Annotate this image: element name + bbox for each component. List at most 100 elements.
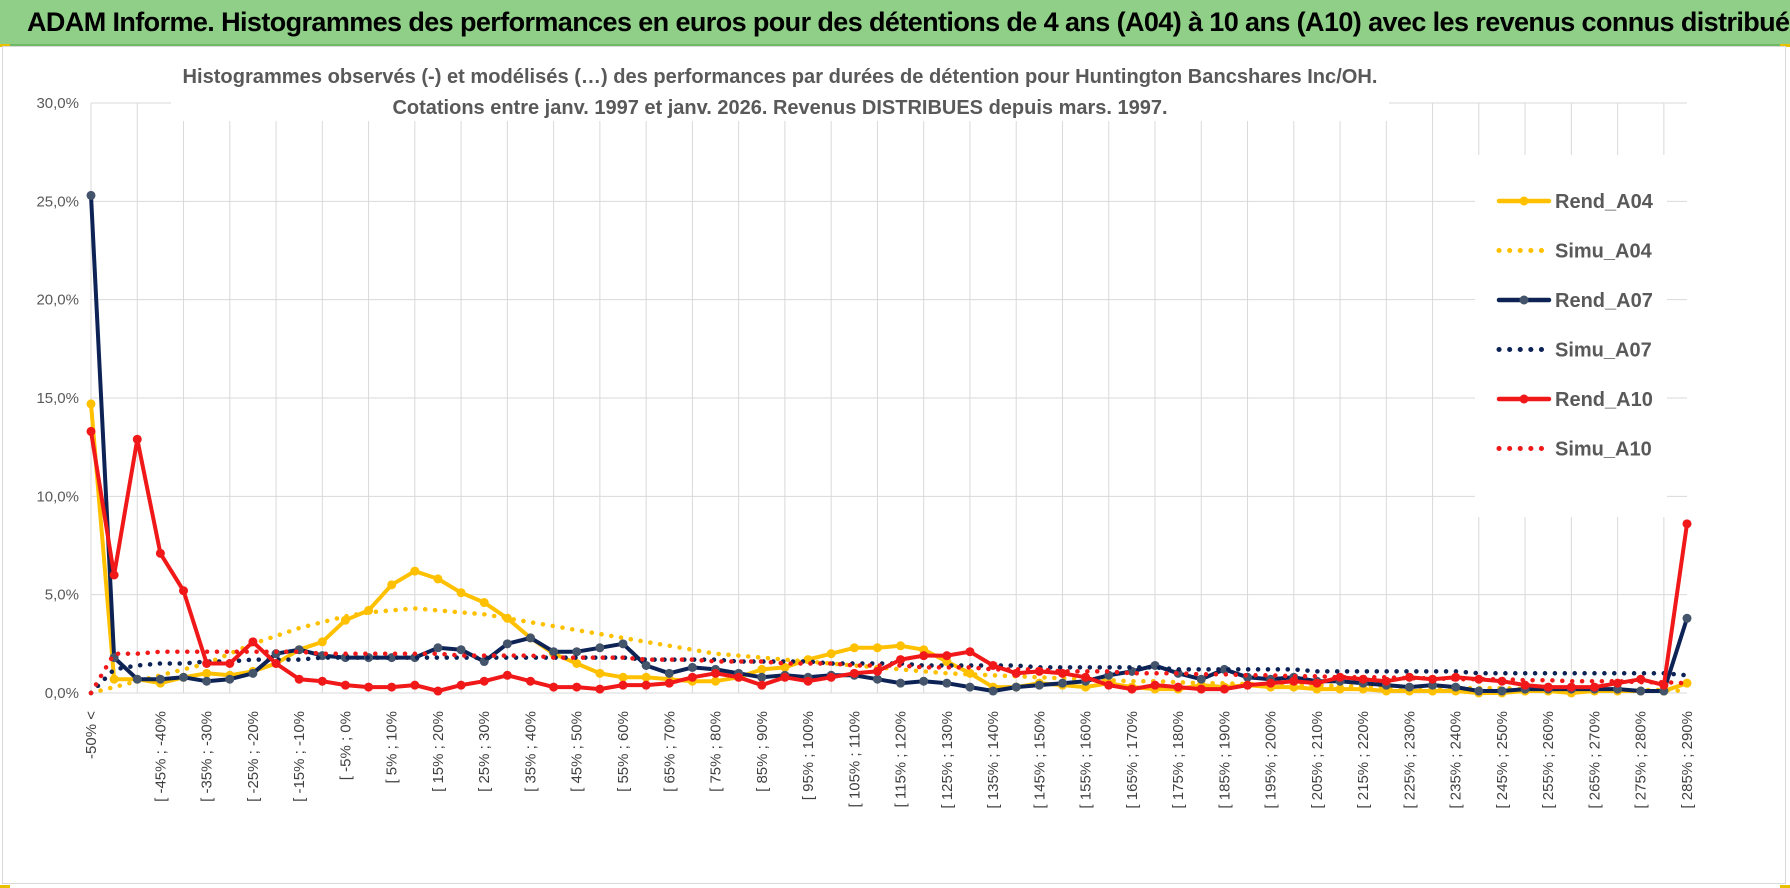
data-point-rend_a10 <box>202 659 212 668</box>
data-point-rend_a10 <box>271 659 281 668</box>
data-point-rend_a07 <box>988 686 998 696</box>
data-point-rend_a07 <box>456 645 466 655</box>
x-tick-label: [ 255% ; 260% <box>1540 711 1557 809</box>
data-point-rend_a04 <box>965 668 975 678</box>
legend-label-rend_a10: Rend_A10 <box>1555 389 1653 411</box>
legend-marker-rend_a04 <box>1519 196 1529 206</box>
data-point-rend_a10 <box>1474 674 1484 684</box>
y-tick-label: 30,0% <box>36 95 79 112</box>
x-tick-label: [ 275% ; 280% <box>1633 711 1650 809</box>
data-point-rend_a10 <box>687 672 697 682</box>
data-point-rend_a10 <box>1243 680 1253 690</box>
data-point-rend_a10 <box>364 682 374 692</box>
data-point-rend_a07 <box>1404 682 1414 692</box>
data-point-rend_a04 <box>456 588 466 598</box>
x-tick-label: [ 145% ; 150% <box>1031 711 1048 809</box>
legend-background <box>1475 155 1667 517</box>
data-point-rend_a07 <box>1034 680 1044 690</box>
data-point-rend_a07 <box>942 678 952 688</box>
series-line-simu_a10 <box>88 649 1690 696</box>
data-point-rend_a10 <box>502 670 512 680</box>
data-point-rend_a07 <box>872 674 882 684</box>
y-tick-label: 20,0% <box>36 292 79 309</box>
x-tick-label: [ 125% ; 130% <box>939 711 956 809</box>
x-tick-label: [ 165% ; 170% <box>1124 711 1141 809</box>
data-point-rend_a10 <box>1312 678 1322 688</box>
x-tick-label: -50% < <box>83 711 100 759</box>
data-point-rend_a10 <box>1682 519 1692 529</box>
x-tick-label: [ -5% ; 0% <box>337 711 354 780</box>
data-point-rend_a10 <box>1081 672 1091 682</box>
data-point-rend_a07 <box>1636 686 1646 696</box>
chart-area: 0,0% 5,0% 10,0% 15,0% 20,0% 25,0% 30,0% -50% < [… <box>2 46 1786 884</box>
x-tick-label: [ 155% ; 160% <box>1078 711 1095 809</box>
data-point-rend_a10 <box>664 678 674 688</box>
data-point-rend_a07 <box>595 643 605 653</box>
chart-title-background <box>171 57 1389 121</box>
data-point-rend_a04 <box>826 649 836 659</box>
header-banner: ADAM Informe. Histogrammes des performan… <box>0 0 1790 46</box>
series-line-rend_a10 <box>89 429 1689 693</box>
x-tick-label: [ 85% ; 90% <box>754 711 771 792</box>
data-point-rend_a07 <box>86 190 96 200</box>
data-point-rend_a10 <box>294 674 304 684</box>
x-tick-label: [ 285% ; 290% <box>1679 711 1696 809</box>
data-point-rend_a10 <box>988 660 998 670</box>
data-point-rend_a04 <box>86 399 96 409</box>
data-point-rend_a10 <box>1104 680 1114 690</box>
data-point-rend_a10 <box>780 672 790 682</box>
corner-mark <box>0 885 10 888</box>
x-tick-label: [ 5% ; 10% <box>384 711 401 784</box>
data-point-rend_a10 <box>86 426 96 436</box>
line-chart: 0,0% 5,0% 10,0% 15,0% 20,0% 25,0% 30,0% -50% < [… <box>36 57 1696 809</box>
corner-mark <box>1780 44 1790 47</box>
data-point-rend_a10 <box>1127 684 1137 694</box>
data-point-rend_a10 <box>1335 672 1345 682</box>
series-line-simu_a07 <box>88 655 1690 696</box>
data-point-rend_a10 <box>1404 672 1414 682</box>
data-point-rend_a10 <box>549 682 559 692</box>
y-tick-label: 5,0% <box>45 587 79 604</box>
legend-label-rend_a07: Rend_A07 <box>1555 290 1653 312</box>
data-point-rend_a10 <box>340 680 350 690</box>
data-point-rend_a07 <box>1057 678 1067 688</box>
data-point-rend_a07 <box>1219 664 1229 674</box>
data-point-rend_a07 <box>248 668 258 678</box>
y-tick-label: 15,0% <box>36 390 79 407</box>
data-point-rend_a07 <box>965 682 975 692</box>
data-point-rend_a07 <box>340 653 350 663</box>
corner-mark <box>1780 885 1790 888</box>
data-point-rend_a10 <box>1057 668 1067 678</box>
data-point-rend_a10 <box>826 672 836 682</box>
x-tick-label: [ 75% ; 80% <box>708 711 725 792</box>
data-point-rend_a10 <box>317 676 327 686</box>
legend-label-simu_a07: Simu_A07 <box>1555 340 1652 362</box>
data-point-rend_a10 <box>387 682 397 692</box>
data-point-rend_a04 <box>109 674 119 684</box>
legend-marker-rend_a07 <box>1519 295 1529 305</box>
data-point-rend_a10 <box>965 647 975 657</box>
x-tick-label: [ 45% ; 50% <box>569 711 586 792</box>
data-point-rend_a07 <box>433 643 443 653</box>
x-tick-label: [ -25% ; -20% <box>245 711 262 802</box>
x-tick-label: [ 225% ; 230% <box>1401 711 1418 809</box>
data-point-rend_a07 <box>1011 682 1021 692</box>
data-point-rend_a04 <box>433 574 443 584</box>
data-point-rend_a10 <box>1543 682 1553 692</box>
data-point-rend_a10 <box>1589 682 1599 692</box>
data-point-rend_a10 <box>479 676 489 686</box>
data-point-rend_a04 <box>202 668 212 678</box>
data-point-rend_a10 <box>248 637 258 647</box>
data-point-rend_a04 <box>410 566 420 576</box>
data-point-rend_a04 <box>757 664 767 674</box>
data-point-rend_a10 <box>1520 680 1530 690</box>
data-point-rend_a10 <box>872 666 882 676</box>
data-point-rend_a10 <box>179 586 189 596</box>
x-tick-label: [ 175% ; 180% <box>1170 711 1187 809</box>
x-tick-label: [ 95% ; 100% <box>800 711 817 800</box>
data-point-rend_a10 <box>1289 676 1299 686</box>
data-point-rend_a10 <box>803 676 813 686</box>
data-point-rend_a10 <box>942 651 952 661</box>
data-point-rend_a07 <box>1451 682 1461 692</box>
data-point-rend_a10 <box>572 682 582 692</box>
